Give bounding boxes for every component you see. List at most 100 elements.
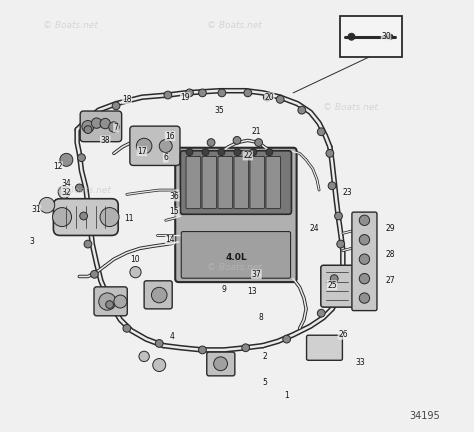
Text: 4: 4 [170, 333, 174, 341]
Circle shape [359, 235, 370, 245]
Text: 6: 6 [163, 153, 168, 162]
Text: 24: 24 [310, 225, 319, 233]
Text: 10: 10 [131, 255, 140, 264]
FancyBboxPatch shape [202, 156, 217, 209]
Circle shape [359, 293, 370, 303]
Circle shape [250, 149, 257, 156]
Circle shape [359, 273, 370, 284]
Text: 27: 27 [385, 276, 395, 285]
Circle shape [80, 212, 88, 220]
Text: 28: 28 [386, 251, 395, 259]
Text: 7: 7 [114, 123, 118, 132]
Circle shape [186, 89, 193, 97]
Text: © Boats.net: © Boats.net [55, 186, 110, 194]
FancyBboxPatch shape [352, 212, 377, 311]
Circle shape [348, 33, 355, 40]
Text: 25: 25 [327, 281, 337, 289]
FancyBboxPatch shape [181, 151, 292, 214]
Circle shape [218, 89, 226, 97]
Text: 13: 13 [247, 287, 257, 296]
Circle shape [75, 184, 83, 192]
Circle shape [244, 89, 252, 97]
Text: 29: 29 [385, 225, 395, 233]
Text: 31: 31 [31, 205, 41, 214]
Text: 9: 9 [222, 285, 227, 294]
Circle shape [53, 208, 72, 226]
Circle shape [276, 95, 284, 103]
Circle shape [359, 215, 370, 226]
Text: 17: 17 [137, 147, 147, 156]
Circle shape [207, 139, 215, 146]
Circle shape [155, 340, 163, 347]
FancyBboxPatch shape [234, 156, 249, 209]
FancyBboxPatch shape [130, 126, 180, 165]
Circle shape [218, 149, 225, 156]
Text: 18: 18 [122, 95, 132, 104]
Text: © Boats.net: © Boats.net [207, 22, 262, 30]
Circle shape [152, 287, 167, 303]
FancyBboxPatch shape [175, 148, 297, 282]
Text: 4.0L: 4.0L [225, 253, 247, 261]
Text: 16: 16 [165, 132, 175, 140]
Circle shape [266, 149, 273, 156]
Circle shape [99, 293, 116, 310]
Text: 2: 2 [263, 352, 267, 361]
FancyBboxPatch shape [144, 281, 172, 309]
Circle shape [58, 186, 70, 198]
Text: 14: 14 [165, 235, 175, 244]
Circle shape [202, 149, 209, 156]
Circle shape [214, 357, 228, 371]
Circle shape [233, 137, 241, 144]
Text: 32: 32 [62, 188, 71, 197]
Text: 35: 35 [215, 106, 225, 114]
Text: 20: 20 [264, 93, 274, 102]
Circle shape [114, 295, 127, 308]
Circle shape [91, 270, 98, 278]
Text: 34: 34 [62, 179, 71, 188]
Text: 37: 37 [252, 270, 261, 279]
Text: 38: 38 [100, 136, 110, 145]
Circle shape [106, 301, 113, 308]
FancyBboxPatch shape [307, 335, 342, 360]
Circle shape [255, 139, 263, 146]
Circle shape [60, 153, 73, 166]
Circle shape [39, 197, 55, 213]
Text: 12: 12 [53, 162, 63, 171]
FancyBboxPatch shape [181, 232, 291, 278]
Circle shape [109, 122, 119, 132]
Text: 26: 26 [338, 330, 347, 339]
Circle shape [199, 89, 206, 97]
Circle shape [388, 34, 393, 39]
Text: © Boats.net: © Boats.net [43, 22, 98, 30]
Text: 8: 8 [258, 313, 263, 322]
Circle shape [159, 140, 172, 152]
FancyBboxPatch shape [54, 199, 118, 235]
Circle shape [318, 309, 325, 317]
Text: 34195: 34195 [409, 411, 440, 421]
Circle shape [318, 128, 325, 136]
Circle shape [84, 240, 92, 248]
Text: © Boats.net: © Boats.net [323, 104, 378, 112]
Circle shape [264, 93, 271, 101]
Circle shape [359, 254, 370, 264]
FancyBboxPatch shape [218, 156, 233, 209]
FancyBboxPatch shape [80, 111, 122, 142]
FancyBboxPatch shape [266, 156, 281, 209]
Circle shape [298, 106, 306, 114]
Circle shape [137, 138, 152, 154]
Circle shape [91, 118, 102, 128]
Circle shape [84, 126, 92, 133]
Text: 15: 15 [170, 207, 179, 216]
Circle shape [112, 102, 120, 110]
Circle shape [123, 324, 131, 332]
Circle shape [199, 346, 206, 354]
Circle shape [130, 267, 141, 278]
Circle shape [335, 212, 342, 220]
Text: 33: 33 [355, 359, 365, 367]
FancyBboxPatch shape [207, 352, 235, 376]
FancyBboxPatch shape [186, 156, 201, 209]
Circle shape [164, 91, 172, 99]
Circle shape [82, 121, 94, 133]
Circle shape [78, 154, 85, 162]
Circle shape [100, 118, 110, 129]
